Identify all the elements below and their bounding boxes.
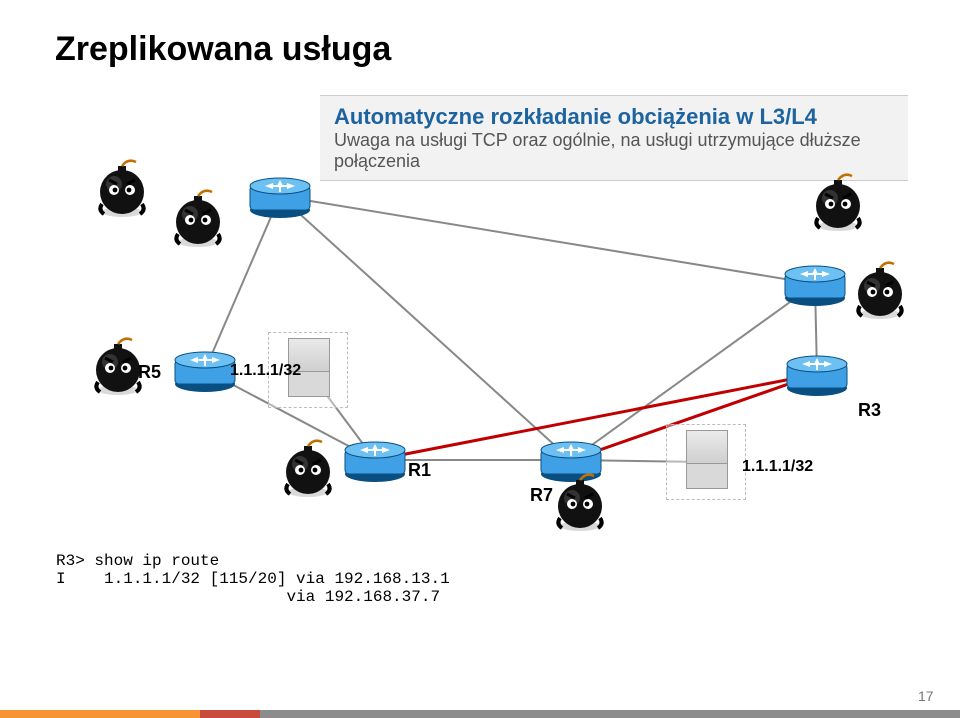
description-box: Automatyczne rozkładanie obciążenia w L3…: [320, 95, 908, 181]
router-label-r1: R1: [408, 460, 431, 481]
server-s2-icon: [680, 430, 732, 494]
link-RA-RB: [280, 196, 815, 284]
link-RA-R7: [280, 196, 571, 460]
router-r3-icon: [782, 350, 852, 398]
router-r1-icon: [340, 436, 410, 484]
bomb-icon: [168, 188, 228, 248]
description-subtitle: Uwaga na usługi TCP oraz ogólnie, na usł…: [334, 130, 894, 172]
server-label-s1: 1.1.1.1/32: [230, 362, 301, 380]
description-title: Automatyczne rozkładanie obciążenia w L3…: [334, 104, 894, 130]
bomb-icon: [88, 336, 148, 396]
accent-bar-red: [200, 710, 260, 718]
slide-title: Zreplikowana usługa: [55, 30, 391, 69]
page-number: 17: [918, 688, 934, 704]
cli-output: R3> show ip route I 1.1.1.1/32 [115/20] …: [56, 552, 450, 606]
router-rb-icon: [780, 260, 850, 308]
accent-bar-grey: [260, 710, 960, 718]
accent-bar-orange: [0, 710, 200, 718]
bomb-icon: [92, 158, 152, 218]
router-ra-icon: [245, 172, 315, 220]
bomb-icon: [850, 260, 910, 320]
server-label-s2: 1.1.1.1/32: [742, 458, 813, 476]
bomb-icon: [808, 172, 868, 232]
router-label-r3: R3: [858, 400, 881, 421]
bomb-icon: [278, 438, 338, 498]
bomb-icon: [550, 472, 610, 532]
